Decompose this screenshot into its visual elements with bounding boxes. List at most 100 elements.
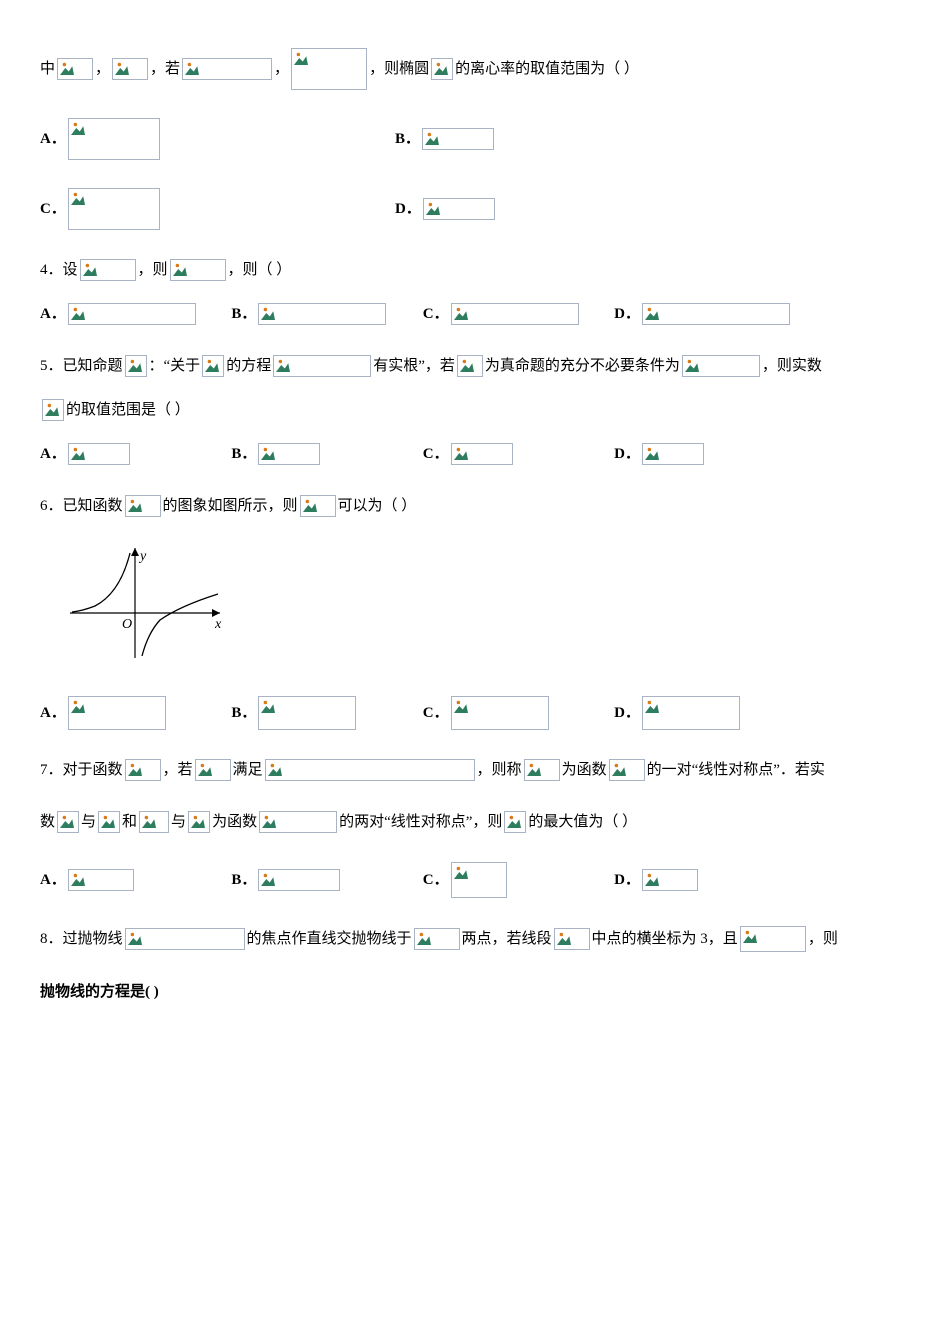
q3-options-row-2: C． D． [40, 188, 910, 230]
math-placeholder-icon [740, 926, 806, 952]
math-placeholder-icon [258, 696, 356, 730]
math-placeholder-icon [609, 759, 645, 781]
math-placeholder-icon [68, 118, 160, 160]
math-placeholder-icon [642, 303, 790, 325]
q4-text-2: ，则 [138, 258, 168, 282]
q5-text-7: 的取值范围是（ ） [66, 398, 190, 422]
q7-text-12: 的两对“线性对称点”，则 [339, 810, 502, 834]
q7-text-1: 7．对于函数 [40, 758, 123, 782]
math-placeholder-icon [682, 355, 760, 377]
q5-text-5: 为真命题的充分不必要条件为 [485, 354, 680, 378]
q6-option-c: C． [423, 696, 614, 730]
option-label-b: B． [231, 701, 256, 725]
math-placeholder-icon [195, 759, 231, 781]
q7-text-13: 的最大值为（ ） [528, 810, 637, 834]
q4-options-row: A． B． C． D． [40, 302, 910, 326]
q5-text-2: ：“关于 [149, 354, 201, 378]
option-label-b: B． [231, 868, 256, 892]
math-placeholder-icon [202, 355, 224, 377]
math-placeholder-icon [414, 928, 460, 950]
math-placeholder-icon [188, 811, 210, 833]
q5-option-c: C． [423, 442, 614, 466]
q8-text-2: 的焦点作直线交抛物线于 [247, 927, 412, 951]
math-placeholder-icon [273, 355, 371, 377]
q4-stem-line: 4．设 ，则 ，则（ ） [40, 258, 910, 282]
q3-stem-line: 中 ， ，若 ， ，则椭圆 的离心率的取值范围为（ ） [40, 48, 910, 90]
option-label-d: D． [614, 701, 640, 725]
math-placeholder-icon [68, 869, 134, 891]
math-placeholder-icon [112, 58, 148, 80]
q6-options-row: A． B． C． D． [40, 696, 910, 730]
math-placeholder-icon [80, 259, 136, 281]
math-placeholder-icon [139, 811, 169, 833]
math-placeholder-icon [259, 811, 337, 833]
q8-text-5: ，则 [808, 927, 838, 951]
math-placeholder-icon [423, 198, 495, 220]
q8-text-1: 8．过抛物线 [40, 927, 123, 951]
q5-stem-line-1: 5．已知命题 ：“关于 的方程 有实根”，若 为真命题的充分不必要条件为 ，则实… [40, 354, 910, 378]
math-placeholder-icon [258, 303, 386, 325]
q8-text-4: 中点的横坐标为 3，且 [592, 927, 738, 951]
q7-text-11: 为函数 [212, 810, 257, 834]
q3-text-6: 的离心率的取值范围为（ ） [455, 57, 639, 81]
math-placeholder-icon [422, 128, 494, 150]
math-placeholder-icon [57, 811, 79, 833]
math-placeholder-icon [642, 696, 740, 730]
q7-text-10: 与 [171, 810, 186, 834]
q4-option-d: D． [614, 302, 805, 326]
math-placeholder-icon [125, 928, 245, 950]
math-placeholder-icon [125, 759, 161, 781]
math-placeholder-icon [57, 58, 93, 80]
math-placeholder-icon [291, 48, 367, 90]
q8-text-3: 两点，若线段 [462, 927, 552, 951]
option-label-a: A． [40, 868, 66, 892]
option-label-a: A． [40, 701, 66, 725]
q8-stem-line-2: 抛物线的方程是( ) [40, 980, 910, 1004]
q4-option-c: C． [423, 302, 614, 326]
q6-text-2: 的图象如图所示，则 [163, 494, 298, 518]
math-placeholder-icon [68, 443, 130, 465]
q7-text-6: 的一对“线性对称点”．若实 [647, 758, 825, 782]
q7-option-c: C． [423, 862, 614, 898]
q3-text-2: ， [95, 57, 110, 81]
math-placeholder-icon [258, 443, 320, 465]
option-label-d: D． [614, 442, 640, 466]
q7-text-2: ，若 [163, 758, 193, 782]
option-label-b: B． [395, 127, 420, 151]
option-label-d: D． [614, 302, 640, 326]
x-axis-label: x [214, 617, 222, 632]
option-label-d: D． [614, 868, 640, 892]
option-label-b: B． [231, 302, 256, 326]
math-placeholder-icon [170, 259, 226, 281]
math-placeholder-icon [68, 696, 166, 730]
q6-function-graph: y x O [60, 538, 910, 676]
q7-stem-line-2: 数 与 和 与 为函数 的两对“线性对称点”，则 的最大值为（ ） [40, 810, 910, 834]
math-placeholder-icon [642, 443, 704, 465]
q6-stem-line: 6．已知函数 的图象如图所示，则 可以为（ ） [40, 494, 910, 518]
q3-text-5: ，则椭圆 [369, 57, 429, 81]
math-placeholder-icon [182, 58, 272, 80]
q4-option-b: B． [231, 302, 422, 326]
q5-option-a: A． [40, 442, 231, 466]
q5-option-b: B． [231, 442, 422, 466]
q7-text-9: 和 [122, 810, 137, 834]
q7-stem-line-1: 7．对于函数 ，若 满足 ，则称 为函数 的一对“线性对称点”．若实 [40, 758, 910, 782]
q3-text-4: ， [274, 57, 289, 81]
q7-option-b: B． [231, 868, 422, 892]
math-placeholder-icon [125, 495, 161, 517]
q3-text-3: ，若 [150, 57, 180, 81]
math-placeholder-icon [68, 188, 160, 230]
q5-stem-line-2: 的取值范围是（ ） [40, 398, 910, 422]
math-placeholder-icon [451, 303, 579, 325]
option-label-c: C． [40, 197, 66, 221]
q4-text-1: 4．设 [40, 258, 78, 282]
q6-text-3: 可以为（ ） [338, 494, 417, 518]
q7-text-4: ，则称 [477, 758, 522, 782]
q6-option-b: B． [231, 696, 422, 730]
q5-option-d: D． [614, 442, 805, 466]
math-placeholder-icon [42, 399, 64, 421]
math-placeholder-icon [451, 862, 507, 898]
q6-option-d: D． [614, 696, 805, 730]
option-label-c: C． [423, 701, 449, 725]
q4-option-a: A． [40, 302, 231, 326]
